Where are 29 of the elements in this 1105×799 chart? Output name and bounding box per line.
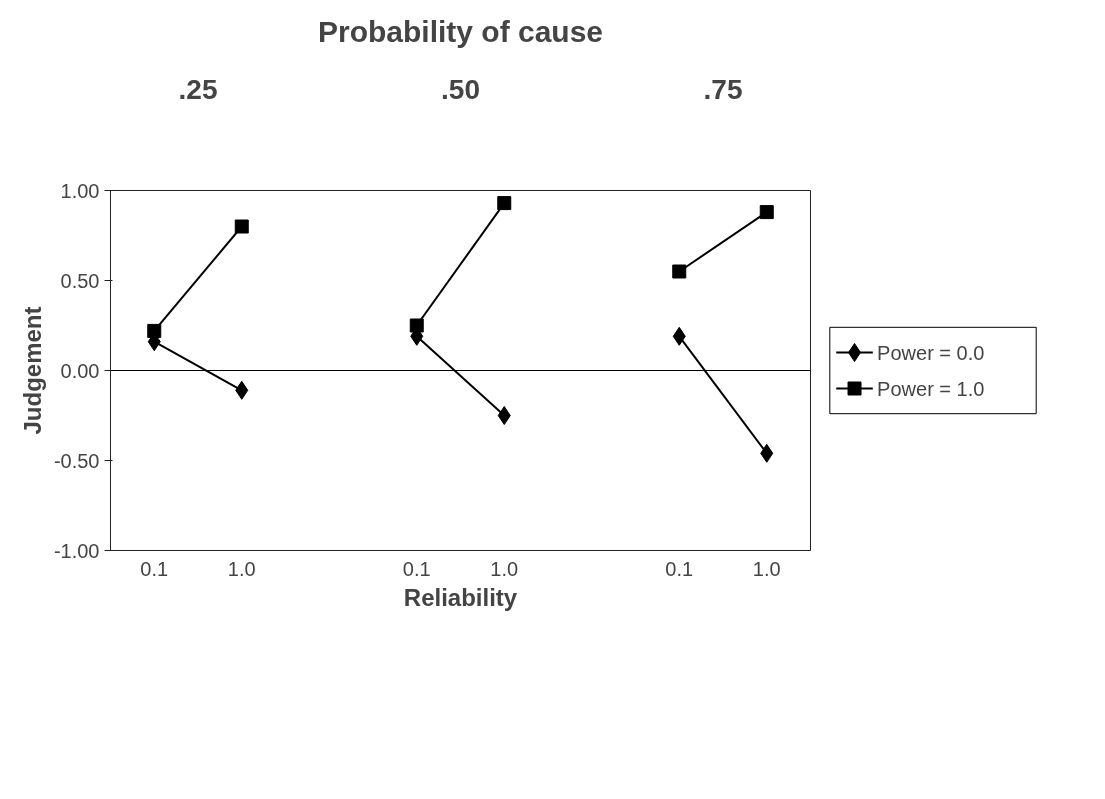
legend-label: Power = 0.0 xyxy=(877,341,985,364)
x-tick-label: 1.0 xyxy=(490,557,519,580)
y-tick-label: -0.50 xyxy=(53,449,100,472)
x-axis-title: Reliability xyxy=(403,583,518,611)
chart-title: Probability of cause xyxy=(317,15,604,49)
x-tick-label: 0.1 xyxy=(402,557,431,580)
x-tick-label: 0.1 xyxy=(140,557,169,580)
y-tick-label: -1.00 xyxy=(53,539,100,562)
point xyxy=(760,443,774,463)
point xyxy=(497,196,512,211)
point xyxy=(672,264,687,279)
text: .25 xyxy=(178,74,218,106)
text: .50 xyxy=(441,74,480,106)
y-tick-label: 0.00 xyxy=(60,359,100,382)
text: .75 xyxy=(703,74,743,106)
point xyxy=(147,323,162,338)
point xyxy=(409,318,424,333)
x-tick-label: 1.0 xyxy=(227,557,256,580)
x-tick-label: 1.0 xyxy=(752,557,781,580)
y-tick-label: 0.50 xyxy=(60,269,100,292)
point xyxy=(672,326,686,346)
point xyxy=(759,205,774,220)
y-tick-label: 1.00 xyxy=(60,179,100,202)
x-tick-label: 0.1 xyxy=(665,557,694,580)
point xyxy=(497,406,511,425)
point xyxy=(235,380,249,400)
legend-label: Power = 1.0 xyxy=(877,377,985,400)
y-axis-title: Judgement xyxy=(18,306,46,435)
point xyxy=(234,219,249,234)
